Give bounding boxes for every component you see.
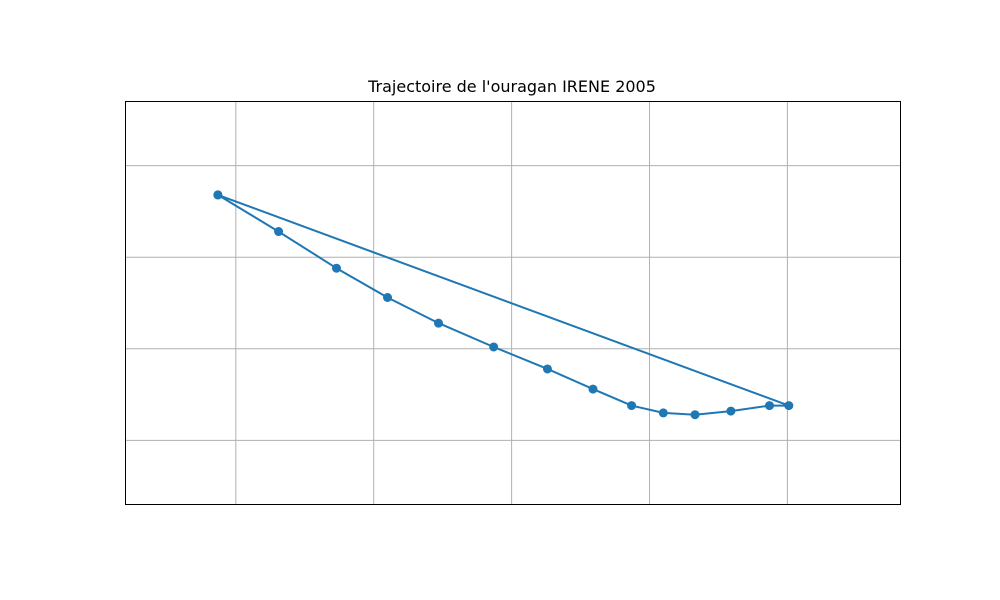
grid bbox=[125, 101, 901, 505]
track-point bbox=[542, 364, 552, 374]
track-point bbox=[726, 406, 736, 416]
series-layer bbox=[213, 190, 794, 420]
track-point bbox=[489, 342, 499, 352]
track-point bbox=[764, 401, 774, 411]
track-point bbox=[213, 190, 223, 200]
track-point bbox=[658, 408, 668, 418]
plot-area-frame bbox=[125, 101, 901, 505]
track-point bbox=[588, 384, 598, 394]
track-point bbox=[274, 227, 284, 237]
chart-title: Trajectoire de l'ouragan IRENE 2005 bbox=[367, 77, 656, 96]
track-line bbox=[217, 193, 790, 416]
track-point bbox=[627, 401, 637, 411]
track-point bbox=[690, 410, 700, 420]
track-point bbox=[434, 318, 444, 328]
track-point bbox=[383, 293, 393, 303]
track-point bbox=[331, 263, 341, 273]
track-point bbox=[784, 401, 794, 411]
